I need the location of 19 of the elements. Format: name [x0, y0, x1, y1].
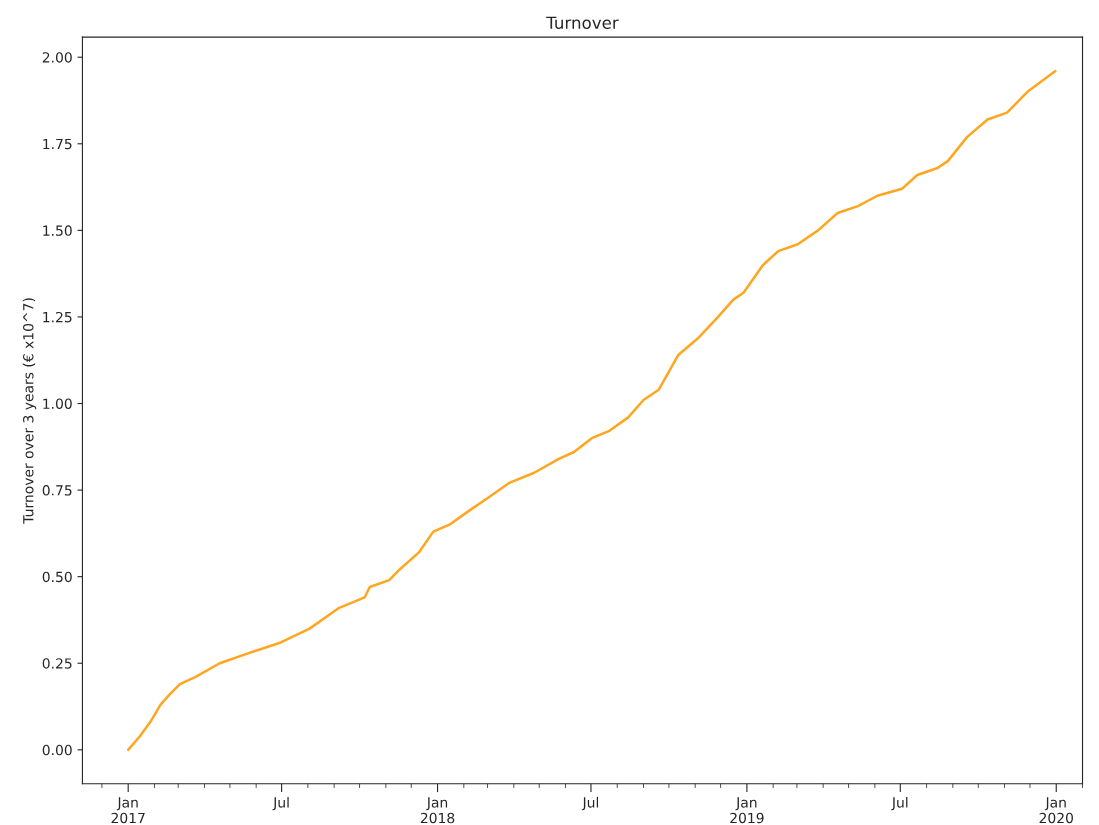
x-tick-label: Jul	[272, 796, 289, 811]
x-tick-label: Jul	[891, 796, 908, 811]
y-axis-title: Turnover over 3 years (€ x10^7)	[22, 298, 37, 524]
y-tick-label: 0.00	[42, 744, 72, 756]
x-tick-label: Jan 2017	[111, 797, 145, 824]
y-tick-label: 2.00	[42, 52, 72, 63]
x-tick-label: Jul	[581, 796, 599, 811]
chart-title: Turnover	[546, 16, 619, 30]
y-tick-label: 1.75	[43, 138, 72, 150]
y-tick-label: 1.50	[43, 225, 72, 236]
y-tick-label: 1.00	[43, 398, 72, 409]
x-tick-label: Jan 2018	[420, 797, 455, 824]
y-tick-label: 1.25	[43, 311, 72, 323]
y-tick-label: 0.25	[42, 658, 72, 669]
x-tick-label: Jan 2019	[730, 797, 764, 824]
x-tick-label: Jan 2020	[1039, 797, 1073, 824]
y-tick-label: 0.50	[42, 571, 72, 583]
y-tick-label: 0.75	[42, 485, 72, 496]
line-series	[126, 69, 1057, 752]
